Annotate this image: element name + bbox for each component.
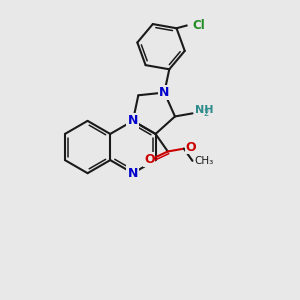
Text: N: N bbox=[159, 86, 169, 99]
Text: CH₃: CH₃ bbox=[194, 156, 213, 166]
Text: O: O bbox=[144, 153, 155, 166]
Text: N: N bbox=[128, 167, 138, 180]
Text: N: N bbox=[128, 114, 138, 128]
Text: NH: NH bbox=[195, 105, 213, 116]
Text: 2: 2 bbox=[204, 110, 209, 118]
Text: O: O bbox=[185, 141, 196, 154]
Text: Cl: Cl bbox=[192, 19, 205, 32]
